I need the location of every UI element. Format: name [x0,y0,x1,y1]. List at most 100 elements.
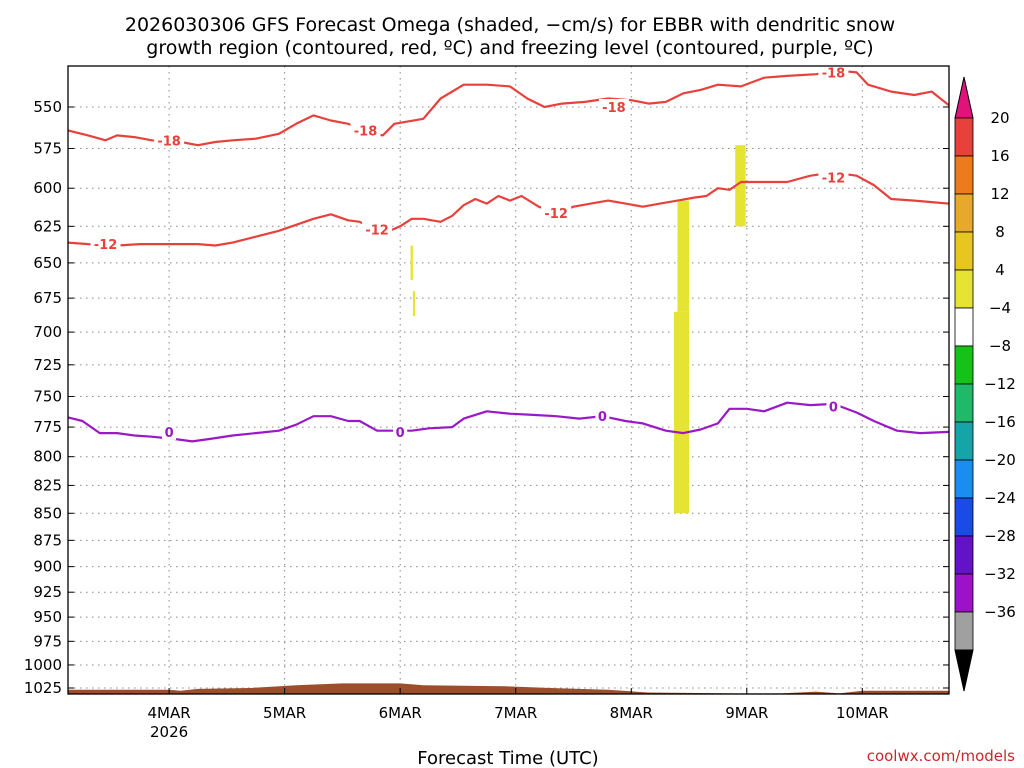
y-tick-label: 975 [33,632,62,650]
y-tick-label: 900 [33,558,62,576]
omega-shaded-patch [674,311,690,514]
plot-content: -18 -18 -18 -18 -12 -12 -12 -12 0 0 0 0 [68,66,949,694]
y-tick-label: 700 [33,323,62,341]
contour-label: -18 [354,124,378,139]
contour-label: 0 [165,426,174,441]
y-tick-label: 550 [33,98,62,116]
contour-label-bg [541,204,572,221]
contour-line-0 [68,401,949,443]
omega-shaded-patch [677,200,690,312]
y-tick-label: 650 [33,254,62,272]
contour-label: -12 [365,223,389,238]
colorbar-segment [954,345,974,385]
x-tick-label: 8MAR [610,704,653,722]
colorbar-label: −4 [989,299,1011,317]
colorbar-segment [954,611,974,651]
colorbar-label: −16 [984,413,1016,431]
y-tick-label: 575 [33,139,62,157]
x-tick-label: 6MAR [379,704,422,722]
y-tick-label: 1000 [24,656,62,674]
colorbar-label: −36 [984,603,1016,621]
plot-frame [67,65,950,695]
colorbar-segment [954,117,974,157]
colorbar-segment [954,307,974,347]
colorbar-segment [954,155,974,195]
colorbar-segment [954,383,974,423]
contour-label-bg [595,408,610,425]
omega-shaded-patch [412,291,416,316]
colorbar-segment [954,231,974,271]
x-tick-label: 4MAR [148,704,191,722]
colorbar-bottom-arrow [954,649,974,692]
colorbar-segment [954,497,974,537]
omega-colorbar: 20 16 12 8 4 −4 −8 −12 −16 −20 −24 −28 −32 −36 [954,76,1016,692]
colorbar-segment [954,573,974,613]
y-tick-label: 775 [33,418,62,436]
credit-text: coolwx.com/models [867,747,1015,765]
y-axis-tick-labels: 550 575 600 625 650 675 700 725 750 775 800 825 850 8… [24,98,949,697]
contour-line--12 [68,171,949,247]
plot-area: -18 -18 -18 -18 -12 -12 -12 -12 0 0 0 0 [67,65,950,695]
chart-title-line-1: 2026030306 GFS Forecast Omega (shaded, −… [125,14,895,36]
contour-label: -12 [544,207,568,222]
y-tick-label: 800 [33,448,62,466]
y-tick-label: 875 [33,531,62,549]
contour-label: -12 [822,171,846,186]
colorbar-label: 4 [995,261,1005,279]
y-tick-label: 675 [33,289,62,307]
contour-label-bg [818,66,849,81]
contour-label-bg [598,99,629,115]
terrain-ground [68,683,949,694]
colorbar-segment [954,193,974,233]
contour-label-bg [90,236,121,253]
contour-label-bg [162,423,177,440]
x-tick-label: 9MAR [725,704,768,722]
grid-lines [68,66,949,694]
colorbar-label: −12 [984,375,1016,393]
colorbar-segment [954,269,974,309]
y-tick-label: 1025 [24,679,62,697]
y-tick-label: 750 [33,387,62,405]
colorbar-segment [954,421,974,461]
y-tick-label: 950 [33,608,62,626]
contour-label: -18 [602,101,626,116]
contour-label-bg [154,132,185,149]
y-tick-label: 725 [33,356,62,374]
colorbar-label: 8 [995,223,1005,241]
contour-label-bg [818,169,849,186]
chart-title-line-2: growth region (contoured, red, ºC) and f… [146,37,873,59]
x-tick-sublabel: 2026 [150,723,188,741]
x-tick-label: 5MAR [263,704,306,722]
contour-label-bg [393,423,408,440]
colorbar-label: 12 [990,185,1009,203]
colorbar-label: −8 [989,337,1011,355]
x-tick-label: 7MAR [494,704,537,722]
contour-label: 0 [829,400,838,415]
colorbar-label: 20 [990,109,1009,127]
x-tick-label: 10MAR [836,704,889,722]
y-tick-label: 925 [33,583,62,601]
contour-label-bg [362,221,393,238]
colorbar-top-arrow [954,76,974,119]
x-axis-label: Forecast Time (UTC) [417,748,598,768]
colorbar-label: −28 [984,527,1016,545]
colorbar-label: −20 [984,451,1016,469]
colorbar-label: 16 [990,147,1009,165]
contour-label: 0 [396,426,405,441]
y-tick-label: 625 [33,217,62,235]
contour-label-bg [826,398,841,415]
contour-label: -18 [157,134,181,149]
contour-label: -12 [94,238,118,253]
contour-label-bg [350,122,381,139]
y-tick-label: 600 [33,179,62,197]
y-tick-label: 850 [33,504,62,522]
colorbar-label: −24 [984,489,1016,507]
contour-line--18 [68,69,949,147]
omega-shaded-patch [735,145,746,227]
omega-shaded-patch [410,245,413,280]
contour-label: 0 [598,410,607,425]
contour-label: -18 [822,66,846,81]
colorbar-segment [954,459,974,499]
